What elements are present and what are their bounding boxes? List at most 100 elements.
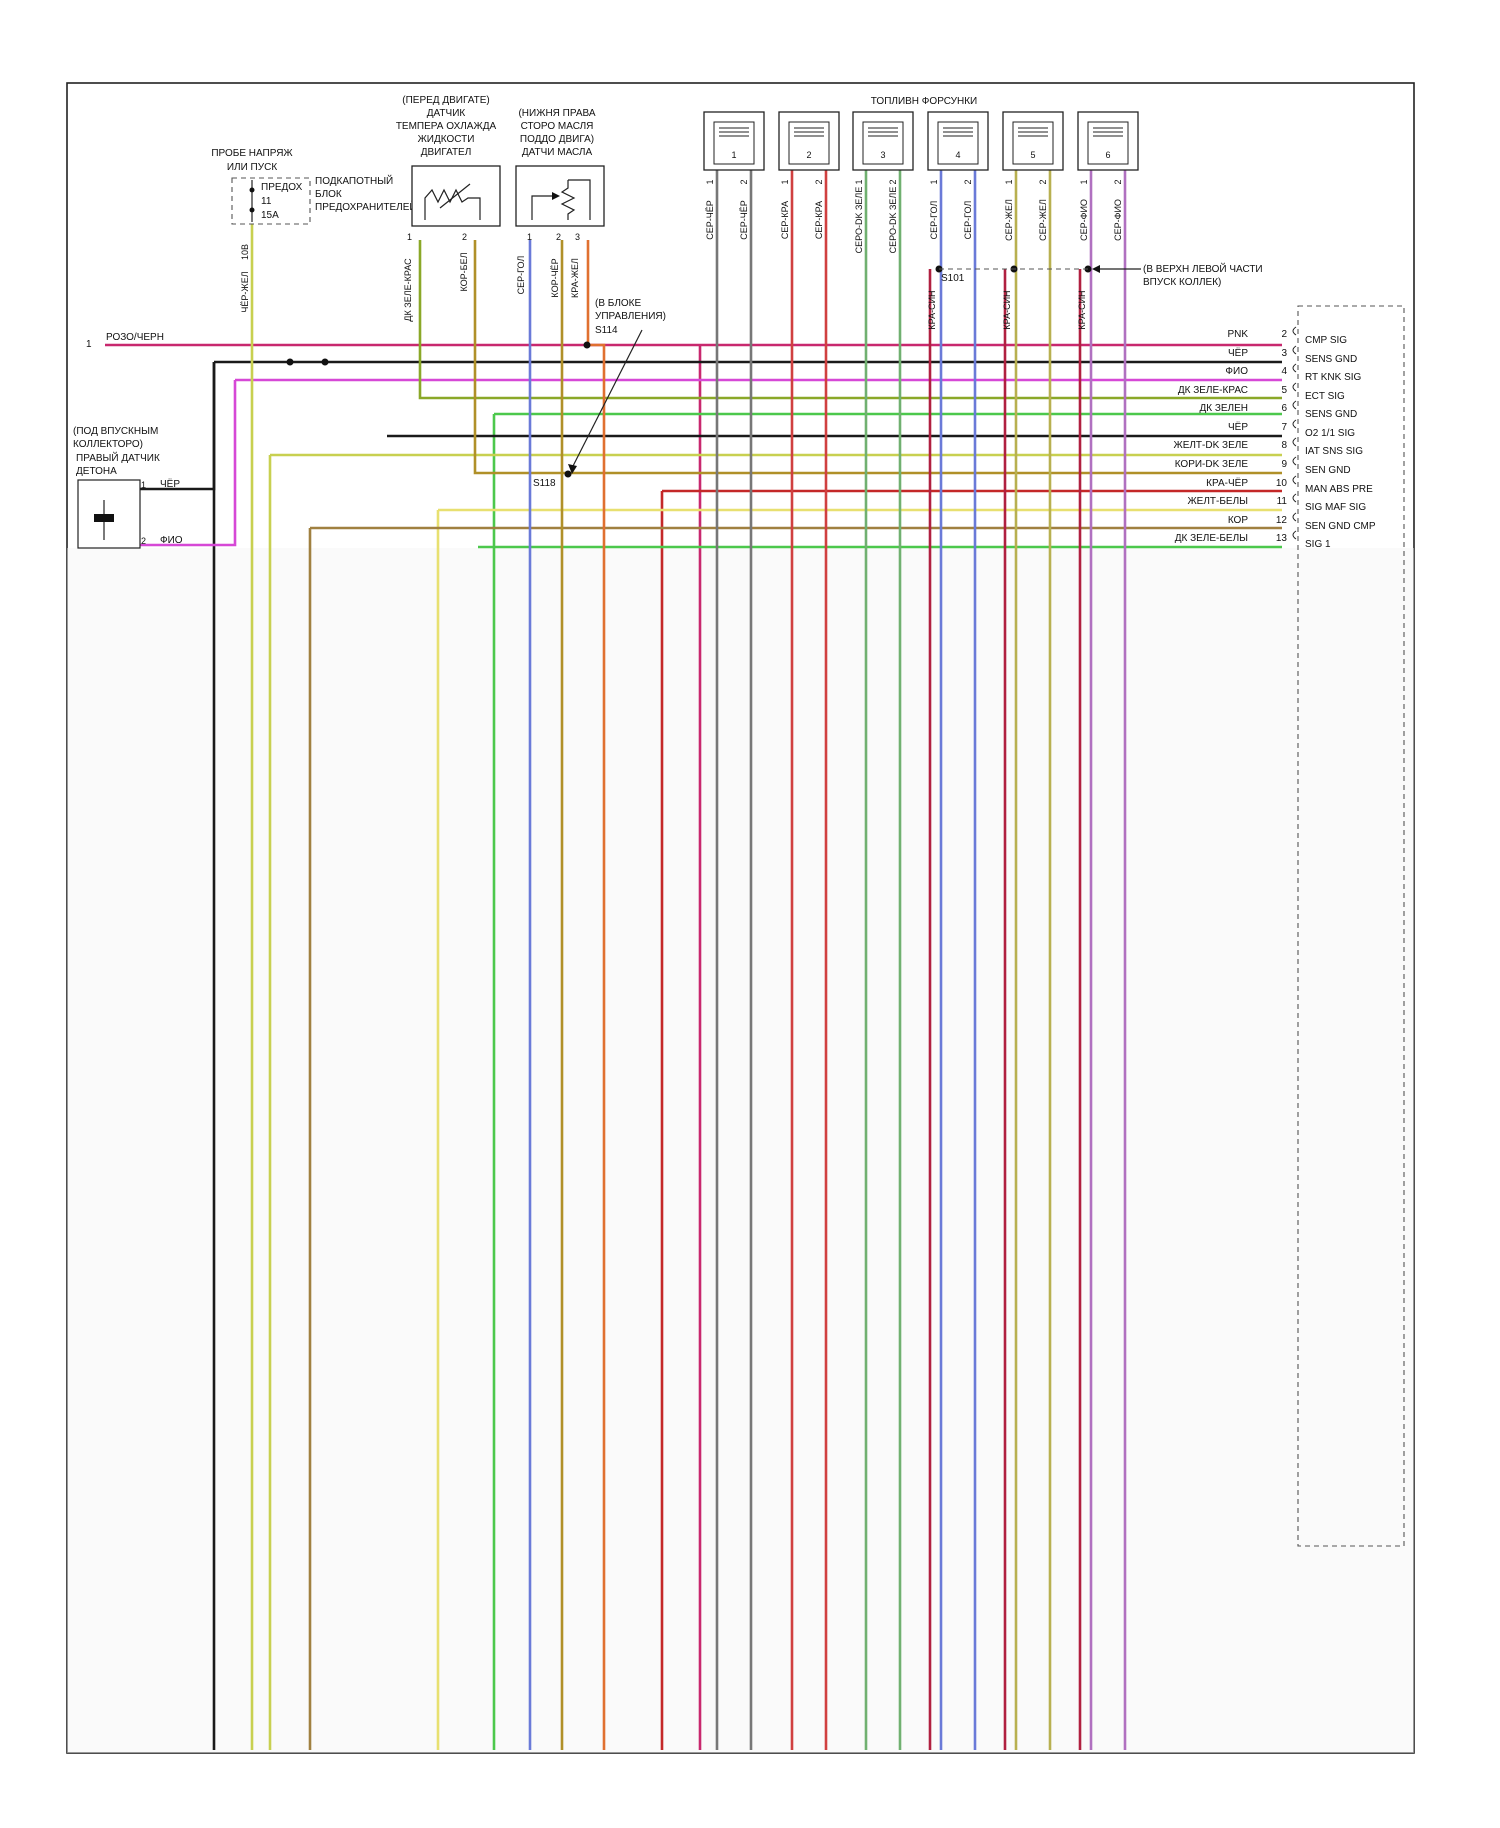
fuse-block-line2: БЛОК bbox=[315, 189, 342, 200]
left-manifold-arrow-icon bbox=[1092, 265, 1100, 273]
oil-sensor-feed-icon bbox=[568, 179, 591, 220]
pcm-signal-label: CMP SIG bbox=[1305, 335, 1347, 346]
injector-pin2: 2 bbox=[1113, 179, 1123, 184]
pcm-wire-label: ЖЕЛТ-БЕЛЫ bbox=[1187, 496, 1248, 507]
injector-number: 6 bbox=[1105, 150, 1110, 160]
diagram-frame bbox=[66, 82, 1415, 1754]
pcm-signal-label: O2 1/1 SIG bbox=[1305, 428, 1355, 439]
injector-pin1: 1 bbox=[854, 179, 864, 184]
oil-potentiometer-icon bbox=[560, 180, 576, 220]
injector-3: 3 1 2 СЕРО-DK ЗЕЛЕ СЕРО-DK ЗЕЛЕ bbox=[852, 111, 914, 254]
pcm-signal-label: IAT SNS SIG bbox=[1305, 446, 1363, 457]
pcm-wire-label: ДК ЗЕЛЕ-КРАС bbox=[1178, 385, 1248, 396]
pcm-pin-number: 5 bbox=[1281, 385, 1287, 396]
ect-line5: ДВИГАТЕЛ bbox=[421, 147, 472, 158]
fuse-label-line3: 15A bbox=[261, 210, 279, 221]
knock-line4: ДЕТОНА bbox=[76, 466, 117, 477]
knock-sensor-component: (ПОД ВПУСКНЫМ КОЛЛЕКТОРО) ПРАВЫЙ ДАТЧИК … bbox=[73, 426, 183, 549]
pcm-pin-row: ЖЕЛТ-DK ЗЕЛЕ 8 IAT SNS SIG bbox=[1173, 437, 1363, 457]
pcm-pin-row: ДК ЗЕЛЕН 6 SENS GND bbox=[1199, 400, 1357, 420]
wires-group bbox=[105, 170, 1282, 1750]
left-wire-pin: 1 bbox=[86, 339, 92, 350]
oil-line3: ПОДДО ДВИГА) bbox=[520, 134, 594, 145]
wire-oil-3 bbox=[586, 240, 606, 1750]
pcm-pin-row: КОРИ-DK ЗЕЛЕ 9 SEN GND bbox=[1175, 456, 1351, 476]
splices-group: (В БЛОКЕ УПРАВЛЕНИЯ) S114 S118 S101 (В В… bbox=[533, 262, 1263, 489]
ect-line4: ЖИДКОСТИ bbox=[418, 134, 475, 145]
junction-dot bbox=[321, 358, 329, 366]
injector-wire1-label: СЕР-ГОЛ bbox=[929, 201, 939, 240]
pcm-pin-number: 10 bbox=[1276, 478, 1288, 489]
fuse-title-line2: ИЛИ ПУСК bbox=[227, 162, 277, 173]
pcm-wire-label: ДК ЗЕЛЕ-БЕЛЫ bbox=[1175, 533, 1248, 544]
knock-pin1: 1 bbox=[141, 480, 146, 490]
injector-wire1-label: СЕР-КРА bbox=[780, 201, 790, 239]
red-blue-wire-label: КРА-СИН bbox=[1002, 290, 1012, 329]
pcm-signal-label: SENS GND bbox=[1305, 354, 1357, 365]
pcm-signal-label: SIG MAF SIG bbox=[1305, 502, 1366, 513]
knock-line1: (ПОД ВПУСКНЫМ bbox=[73, 426, 158, 437]
injector-2: 2 1 2 СЕР-КРА СЕР-КРА bbox=[778, 111, 840, 239]
injector-coil-icon bbox=[1087, 121, 1129, 165]
oil-pin2: 2 bbox=[556, 232, 561, 242]
pcm-pin-terminal-icon bbox=[1292, 437, 1297, 447]
oil-sensor-component: (НИЖНЯ ПРАВА СТОРО МАСЛЯ ПОДДО ДВИГА) ДА… bbox=[515, 108, 605, 298]
fuse-block-line1: ПОДКАПОТНЫЙ bbox=[315, 174, 393, 187]
pcm-wire-label: КОР bbox=[1228, 515, 1248, 526]
left-wire-label: РОЗО/ЧЕРН bbox=[106, 332, 164, 343]
injector-4: 4 1 2 СЕР-ГОЛ СЕР-ГОЛ bbox=[927, 111, 989, 240]
pcm-pin-number: 13 bbox=[1276, 533, 1288, 544]
pcm-pin-row: PNK 2 CMP SIG bbox=[1227, 326, 1347, 346]
injector-number: 5 bbox=[1030, 150, 1035, 160]
injector-wire1-label: СЕР-ФИО bbox=[1079, 199, 1089, 241]
knock-piezo-icon bbox=[94, 514, 114, 522]
left-manifold-note-line2: ВПУСК КОЛЛЕК) bbox=[1143, 277, 1221, 288]
pcm-pin-terminal-icon bbox=[1292, 493, 1297, 503]
ect-line2: ДАТЧИК bbox=[427, 108, 466, 119]
injector-pin1: 1 bbox=[780, 179, 790, 184]
fuse-block-line3: ПРЕДОХРАНИТЕЛЕЙ bbox=[315, 200, 417, 213]
pcm-signal-label: RT KNK SIG bbox=[1305, 372, 1362, 383]
pcm-wire-label: ЧЁР bbox=[1228, 347, 1248, 359]
pcm-signal-label: SIG 1 bbox=[1305, 539, 1331, 550]
pcm-pin-row: ФИО 4 RT KNK SIG bbox=[1225, 363, 1362, 383]
pcm-pin-number: 9 bbox=[1281, 459, 1287, 470]
injectors-group: 1 1 2 СЕР-ЧЁР СЕР-ЧЁР 2 1 2 СЕР-КРА СЕР-КРА 3 1 2 СЕР… bbox=[703, 111, 1139, 330]
injector-wire2-label: СЕРО-DK ЗЕЛЕ bbox=[888, 187, 898, 254]
injector-pin2: 2 bbox=[888, 179, 898, 184]
injector-6: 6 1 2 СЕР-ФИО СЕР-ФИО bbox=[1077, 111, 1139, 241]
pcm-wire-label: ЖЕЛТ-DK ЗЕЛЕ bbox=[1173, 440, 1248, 451]
injector-wire2-label: СЕР-ЖЕЛ bbox=[1038, 199, 1048, 241]
oil-sensor-wire-icon bbox=[531, 195, 552, 220]
pcm-pin-number: 8 bbox=[1281, 440, 1287, 451]
s118-pointer bbox=[571, 329, 643, 469]
pcm-pin-terminal-icon bbox=[1292, 345, 1297, 355]
injector-wire2-label: СЕР-ГОЛ bbox=[963, 201, 973, 240]
pcm-signal-label: SEN GND CMP bbox=[1305, 521, 1376, 532]
oil-pin3: 3 bbox=[575, 232, 580, 242]
injector-wire1-label: СЕР-ЖЕЛ bbox=[1004, 199, 1014, 241]
pcm-wire-label: ДК ЗЕЛЕН bbox=[1199, 403, 1248, 414]
oil-wire1-label: СЕР-ГОЛ bbox=[516, 256, 526, 295]
knock-wire1-label: ЧЁР bbox=[160, 478, 180, 490]
injector-number: 4 bbox=[955, 150, 960, 160]
injector-box bbox=[1077, 111, 1139, 171]
oil-wire2-label: КОР-ЧЁР bbox=[550, 258, 560, 297]
injector-wire2-label: СЕР-ЧЁР bbox=[739, 200, 749, 240]
injector-1: 1 1 2 СЕР-ЧЁР СЕР-ЧЁР bbox=[703, 111, 765, 240]
junction-dot bbox=[286, 358, 294, 366]
injector-coil-icon bbox=[937, 121, 979, 165]
fuse-label-line1: ПРЕДОХ bbox=[261, 182, 303, 193]
s118-splice-dot bbox=[564, 470, 572, 478]
injector-pin1: 1 bbox=[1079, 179, 1089, 184]
injector-pin2: 2 bbox=[814, 179, 824, 184]
wire-ect-sig bbox=[418, 240, 1282, 400]
ect-wire2-label: КОР-БЕЛ bbox=[459, 252, 469, 291]
oil-pin1: 1 bbox=[527, 232, 532, 242]
pcm-pin-row: ЧЁР 3 SENS GND bbox=[1228, 345, 1357, 365]
ect-wire1-label: ДК ЗЕЛЕ-КРАС bbox=[403, 258, 413, 322]
blurred-background bbox=[67, 548, 1414, 1753]
wire-sen-gnd bbox=[473, 240, 1282, 475]
knock-wire2-label: ФИО bbox=[160, 535, 183, 546]
